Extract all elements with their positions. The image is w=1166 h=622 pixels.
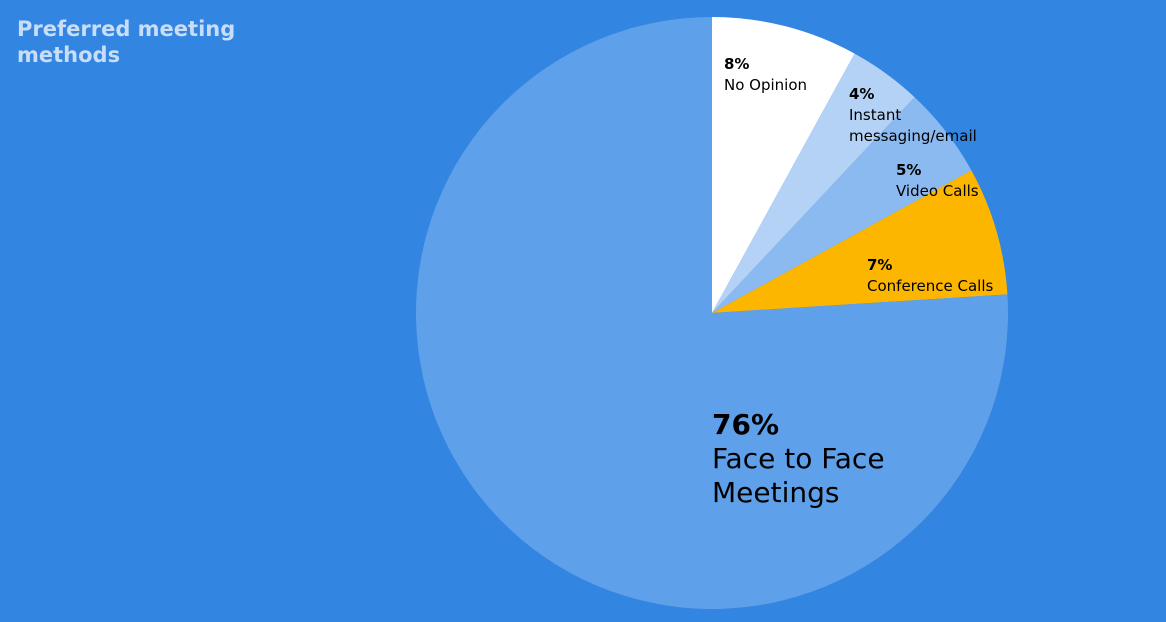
slice-label: 8% No Opinion: [724, 54, 874, 96]
slice-label: 4% Instant messaging/email: [849, 84, 979, 147]
chart-title: Preferred meeting methods: [17, 17, 236, 67]
slice-label: 76% Face to Face Meetings: [712, 408, 892, 510]
category-label: Video Calls: [896, 182, 979, 200]
slice-label: 5% Video Calls: [896, 160, 1046, 202]
category-label: No Opinion: [724, 76, 808, 94]
category-label: Conference Calls: [867, 277, 994, 295]
value-label: 76%: [712, 408, 780, 441]
value-label: 7%: [867, 256, 893, 274]
category-label: Face to Face Meetings: [712, 442, 885, 509]
value-label: 5%: [896, 161, 922, 179]
pie-slice: [712, 170, 1008, 313]
value-label: 8%: [724, 55, 750, 73]
slice-label: 7% Conference Calls: [867, 255, 1017, 297]
pie-slice: [416, 17, 1008, 609]
pie-slice: [712, 97, 972, 314]
pie-slice: [712, 17, 855, 313]
pie-slice: [712, 53, 915, 314]
category-label: Instant messaging/email: [849, 106, 977, 145]
value-label: 4%: [849, 85, 875, 103]
